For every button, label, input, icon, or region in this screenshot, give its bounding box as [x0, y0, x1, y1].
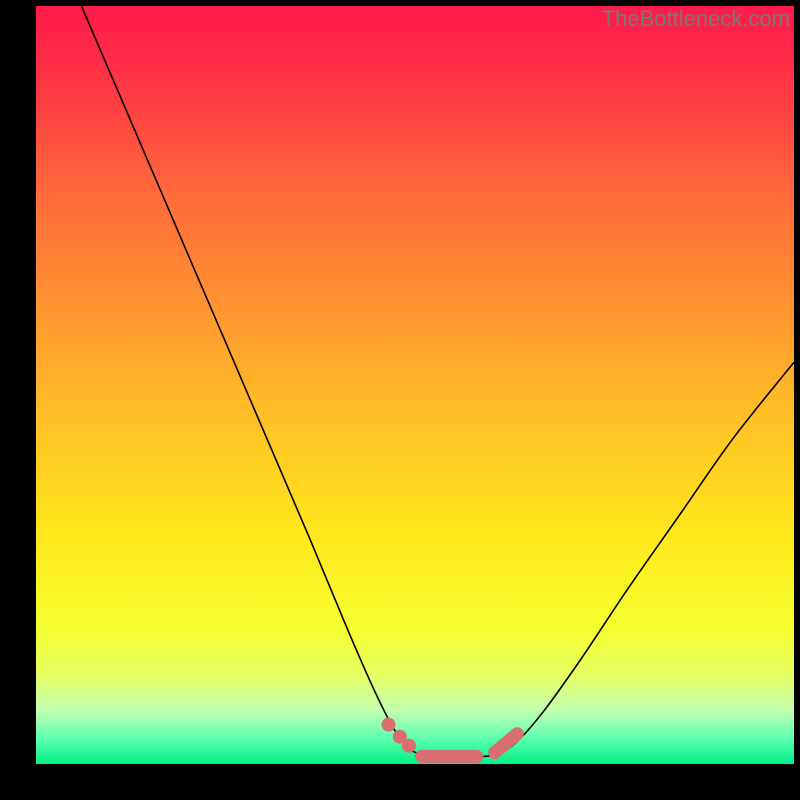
watermark-text: TheBottleneck.com	[602, 6, 790, 32]
marker-bottom-pill	[415, 750, 483, 763]
marker-dot	[381, 718, 395, 732]
bottleneck-curve-chart	[0, 0, 800, 800]
plot-background-gradient	[36, 6, 794, 764]
marker-dot	[402, 739, 416, 753]
